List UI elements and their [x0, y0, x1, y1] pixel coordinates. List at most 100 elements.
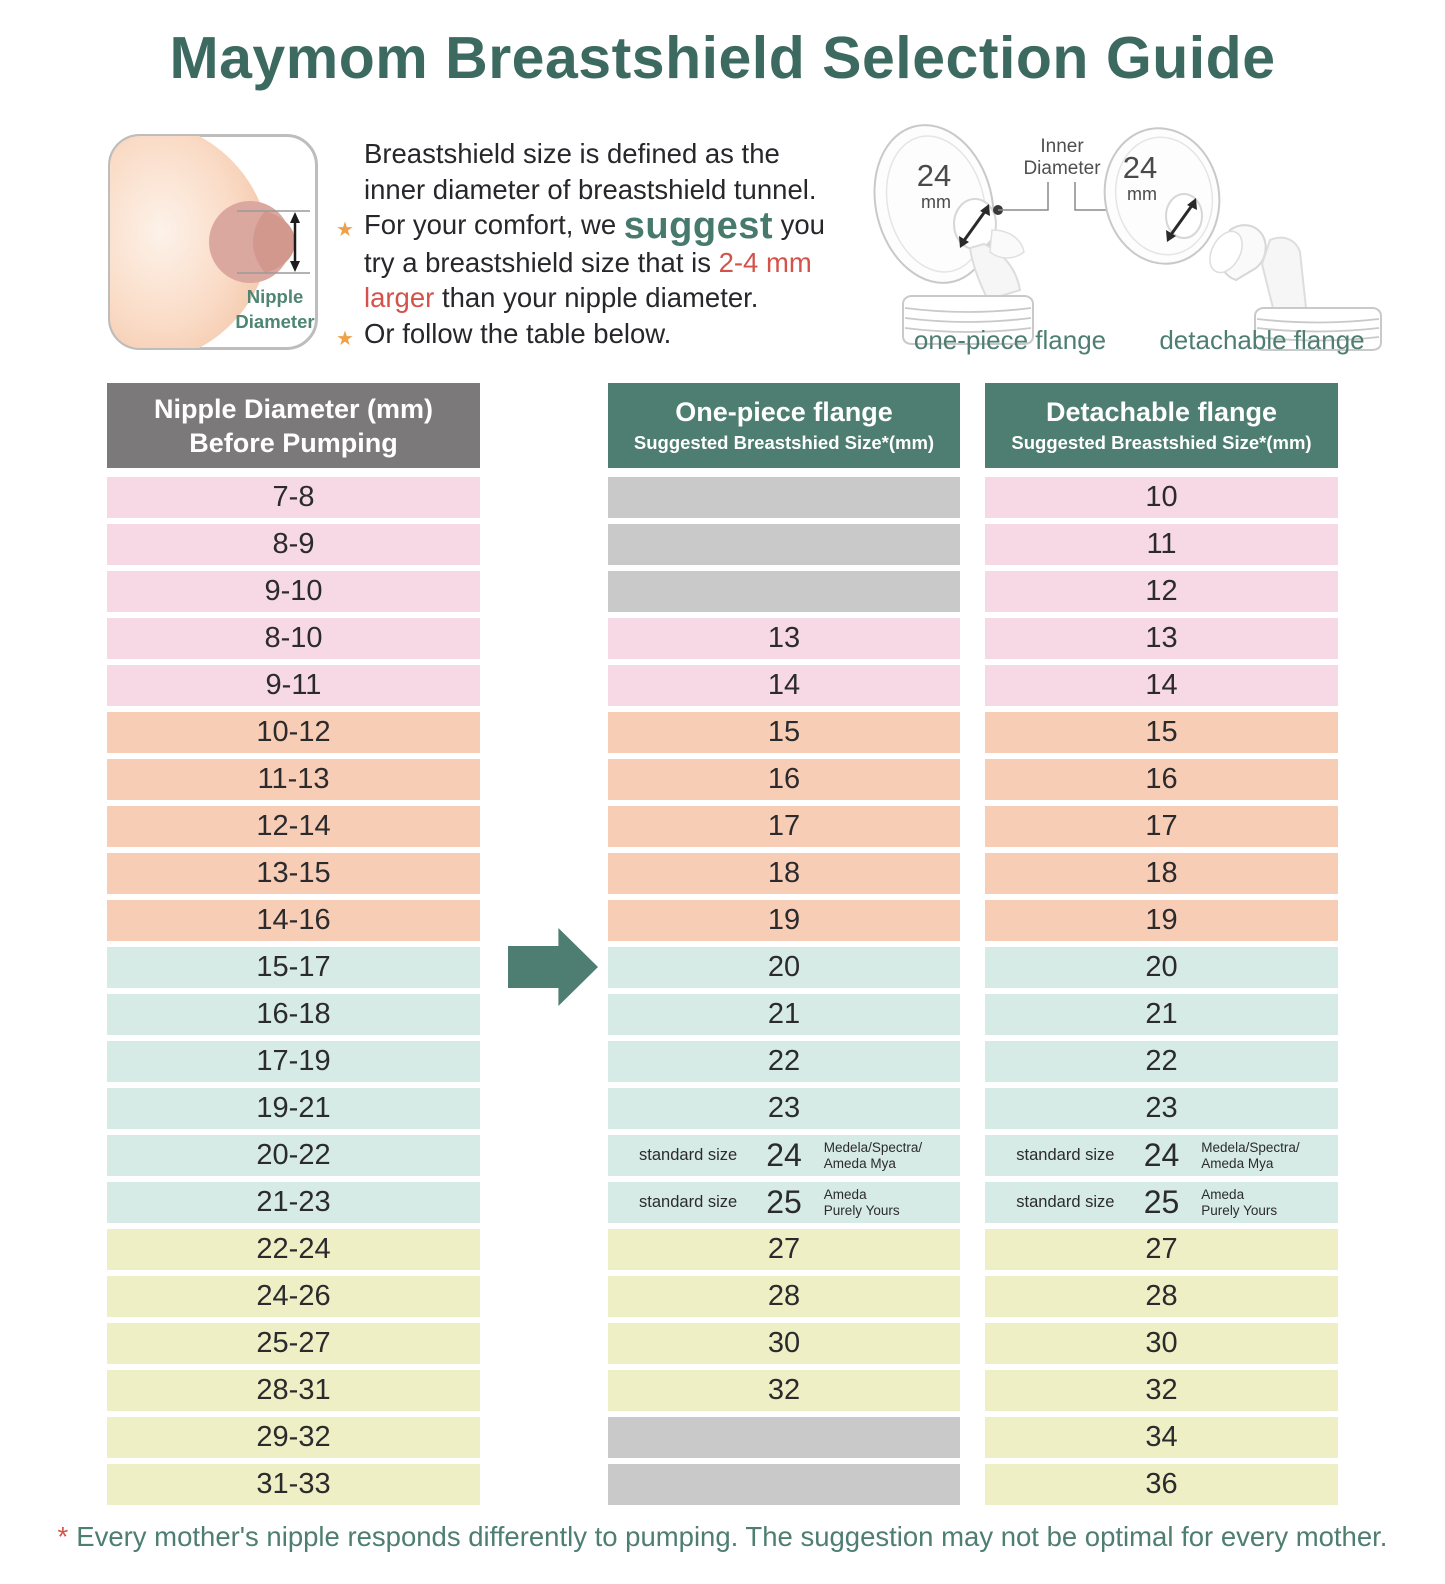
detachable-flange-header: Detachable flange Suggested Breastshied … — [985, 383, 1338, 468]
intro-line-4: try a breastshield size that is 2-4 mm — [364, 246, 812, 278]
nipple-range-cell: 9-10 — [107, 571, 480, 612]
column-one-piece-flange: One-piece flange Suggested Breastshied S… — [608, 383, 960, 1511]
one-piece-size-cell: 30 — [608, 1323, 960, 1364]
intro-line-6: ★ Or follow the table below. — [336, 316, 909, 352]
one-piece-diameter-arrow-icon — [959, 204, 990, 248]
detachable-size-cell: 20 — [985, 947, 1338, 988]
nipple-range-cell: 13-15 — [107, 853, 480, 894]
one-piece-size-cell-empty — [608, 571, 960, 612]
size-delta-highlight: 2-4 mm — [718, 246, 812, 278]
nipple-range-cell: 22-24 — [107, 1229, 480, 1270]
one-piece-size-cell-empty — [608, 1464, 960, 1505]
brand-names: Ameda Purely Yours — [823, 1187, 900, 1218]
detachable-size-cell: 14 — [985, 665, 1338, 706]
detachable-flange-drawing — [1103, 127, 1382, 351]
one-piece-size-cell: 19 — [608, 900, 960, 941]
detachable-size-cell: 10 — [985, 477, 1338, 518]
detachable-size-cell: 17 — [985, 806, 1338, 847]
star-icon: ★ — [336, 327, 354, 350]
one-piece-size-cell-standard: standard size 24 Medela/Spectra/Ameda Mya — [608, 1135, 960, 1176]
nipple-label-line1: Nipple — [247, 286, 304, 307]
detachable-size-cell: 18 — [985, 853, 1338, 894]
size-value: 24 — [766, 1137, 802, 1173]
footnote: * Every mother's nipple responds differen… — [0, 1521, 1445, 1553]
standard-size-label: standard size — [1016, 1146, 1115, 1164]
column-nipple-diameter: Nipple Diameter (mm) Before Pumping 7-8 8… — [107, 383, 480, 1511]
one-piece-size-unit: mm — [921, 192, 951, 212]
detachable-size-cell: 36 — [985, 1464, 1338, 1505]
nipple-range-cell: 10-12 — [107, 712, 480, 753]
one-piece-size-cell: 14 — [608, 665, 960, 706]
nipple-range-cell: 12-14 — [107, 806, 480, 847]
nipple-range-cell: 16-18 — [107, 994, 480, 1035]
one-piece-size-value: 24 — [917, 158, 951, 193]
detachable-size-cell: 15 — [985, 712, 1338, 753]
nipple-diameter-header: Nipple Diameter (mm) Before Pumping — [107, 383, 480, 468]
detachable-size-cell: 32 — [985, 1370, 1338, 1411]
brand-names: Ameda Purely Yours — [1201, 1187, 1278, 1218]
one-piece-size-cell: 21 — [608, 994, 960, 1035]
one-piece-size-cell: 15 — [608, 712, 960, 753]
selection-table: Nipple Diameter (mm) Before Pumping 7-8 8… — [107, 383, 1338, 1511]
detachable-size-cell: 30 — [985, 1323, 1338, 1364]
detachable-size-cell: 13 — [985, 618, 1338, 659]
detachable-size-cell: 34 — [985, 1417, 1338, 1458]
one-piece-size-cell-empty — [608, 524, 960, 565]
one-piece-size-cell-standard: standard size 25 Ameda Purely Yours — [608, 1182, 960, 1223]
one-piece-size-cell: 23 — [608, 1088, 960, 1129]
footnote-text: Every mother's nipple responds different… — [76, 1521, 1388, 1552]
intro-text: Breastshield size is defined as the inne… — [336, 136, 909, 352]
nipple-range-cell: 29-32 — [107, 1417, 480, 1458]
detachable-size-cell: 27 — [985, 1229, 1338, 1270]
nipple-range-cell: 31-33 — [107, 1464, 480, 1505]
nipple-range-cell: 24-26 — [107, 1276, 480, 1317]
page-title: Maymom Breastshield Selection Guide — [169, 25, 1276, 91]
standard-size-label: standard size — [1016, 1193, 1115, 1211]
star-icon: ★ — [336, 219, 354, 242]
one-piece-size-cell: 22 — [608, 1041, 960, 1082]
table-gap-2 — [960, 383, 985, 1511]
larger-highlight: larger — [364, 282, 435, 314]
detachable-size-cell: 19 — [985, 900, 1338, 941]
one-piece-flange-caption: one-piece flange — [914, 325, 1106, 355]
detachable-size-cell: 28 — [985, 1276, 1338, 1317]
one-piece-size-cell: 20 — [608, 947, 960, 988]
one-piece-flange-drawing — [873, 124, 1034, 345]
one-piece-size-cell-empty — [608, 477, 960, 518]
detachable-size-cell: 21 — [985, 994, 1338, 1035]
one-piece-size-cell: 13 — [608, 618, 960, 659]
one-piece-size-cell: 16 — [608, 759, 960, 800]
inner-diameter-label-line1: Inner — [1040, 136, 1084, 157]
one-piece-size-cell: 18 — [608, 853, 960, 894]
size-value: 24 — [1143, 1137, 1180, 1173]
measurement-arrow-icon — [237, 210, 310, 274]
footnote-asterisk: * — [57, 1521, 69, 1552]
intro-line-3: ★ For your comfort, we suggest you — [336, 205, 825, 248]
nipple-range-cell: 9-11 — [107, 665, 480, 706]
nipple-range-cell: 7-8 — [107, 477, 480, 518]
detachable-size-cell: 16 — [985, 759, 1338, 800]
one-piece-size-cell: 17 — [608, 806, 960, 847]
nipple-range-cell: 14-16 — [107, 900, 480, 941]
detachable-size-value: 24 — [1123, 150, 1157, 185]
detachable-size-cell: 11 — [985, 524, 1338, 565]
detachable-size-cell: 22 — [985, 1041, 1338, 1082]
detachable-diameter-arrow-icon — [1166, 198, 1197, 242]
nipple-range-cell: 25-27 — [107, 1323, 480, 1364]
one-piece-size-cell: 32 — [608, 1370, 960, 1411]
inner-diameter-label-line2: Diameter — [1023, 158, 1101, 179]
nipple-range-cell: 17-19 — [107, 1041, 480, 1082]
nipple-range-cell: 21-23 — [107, 1182, 480, 1223]
nipple-range-cell: 19-21 — [107, 1088, 480, 1129]
detachable-size-cell: 12 — [985, 571, 1338, 612]
intro-line-5: larger than your nipple diameter. — [364, 282, 759, 314]
standard-size-label: standard size — [639, 1146, 738, 1164]
table-gap-1 — [480, 383, 608, 1511]
intro-line-1: Breastshield size is defined as the — [364, 138, 780, 169]
breast-drawing — [110, 136, 295, 348]
size-value: 25 — [1143, 1184, 1180, 1220]
size-value: 25 — [766, 1184, 802, 1220]
detachable-flange-caption: detachable flange — [1159, 325, 1364, 355]
nipple-range-cell: 20-22 — [107, 1135, 480, 1176]
detachable-size-cell-standard: standard size 25 Ameda Purely Yours — [985, 1182, 1338, 1223]
